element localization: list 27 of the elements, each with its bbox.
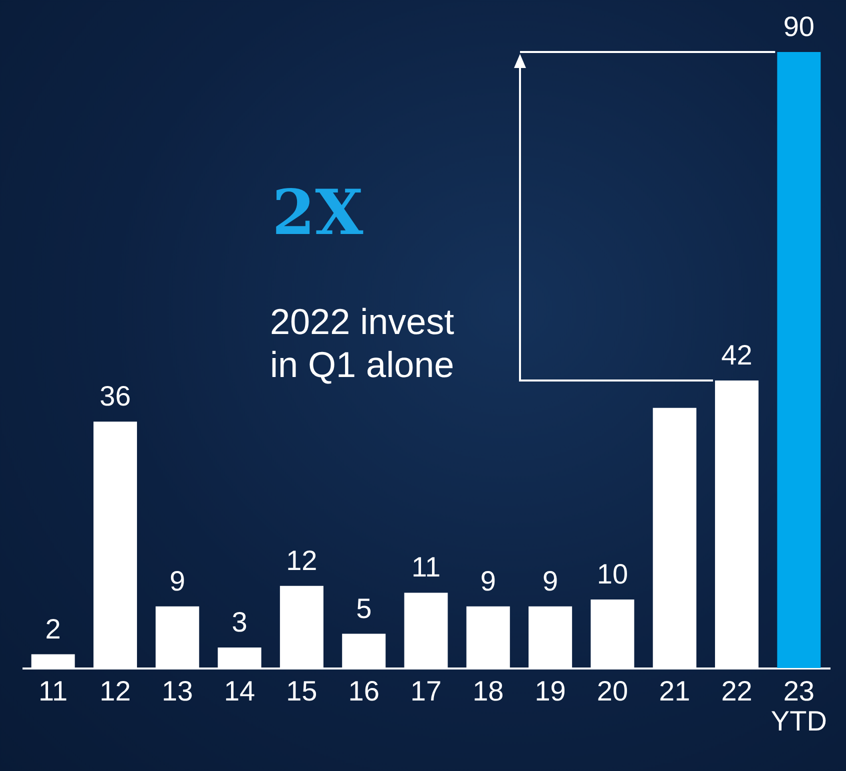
data-label: 9 [542, 565, 558, 596]
data-label: 36 [100, 380, 131, 412]
x-tick-label: 11 [38, 676, 68, 706]
data-label: 11 [411, 552, 441, 583]
x-tick-label: 22 [721, 676, 752, 706]
x-tick-label: 14 [224, 676, 256, 706]
data-label: 10 [596, 558, 628, 590]
data-label: 9 [480, 565, 496, 596]
x-tick-label: 20 [596, 676, 628, 706]
data-label: 5 [356, 592, 372, 624]
data-label: 42 [721, 340, 752, 371]
annotation: 2X [272, 176, 364, 249]
data-label: 3 [232, 606, 248, 638]
x-tick-label: 19 [534, 676, 566, 706]
x-tick-label: 12 [100, 676, 131, 706]
data-label: 90 [783, 11, 814, 42]
x-tick-label: 17 [410, 676, 442, 706]
x-tick-label: 16 [348, 676, 380, 706]
x-tick-label: 23 YTD [770, 676, 827, 736]
x-tick-label: 21 [659, 676, 690, 706]
x-tick-label: 15 [286, 676, 318, 706]
x-tick-label: 18 [472, 676, 504, 706]
data-label: 12 [286, 544, 318, 576]
annotation: 2022 invest in Q1 alone [270, 300, 454, 386]
data-label: 9 [170, 565, 186, 596]
x-tick-label: 13 [162, 676, 193, 706]
data-label: 2 [45, 613, 61, 644]
